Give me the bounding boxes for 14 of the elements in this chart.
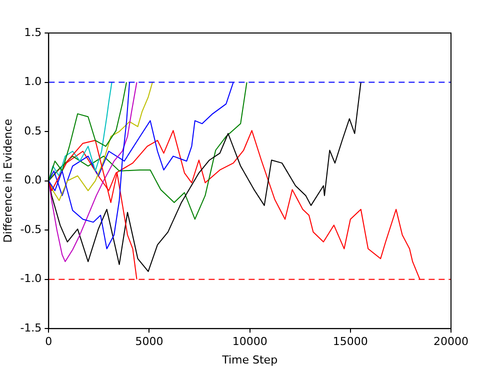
y-tick-label: -1.5 [20,321,42,334]
x-tick-label: 0 [45,335,52,348]
x-tick-label: 15000 [332,335,368,348]
y-tick-label: -0.5 [20,222,42,236]
y-axis-title: Difference in Evidence [1,118,14,243]
y-tick-label: 0.0 [24,174,42,187]
y-tick-label: 0.5 [24,124,42,138]
y-tick-label: 1.5 [24,26,42,39]
x-tick-label: 10000 [232,335,268,348]
x-tick-label: 20000 [434,335,468,348]
x-axis-title: Time Step [221,353,278,366]
y-tick-label: 1.0 [24,75,42,88]
y-tick-label: -1.0 [20,272,42,286]
x-tick-label: 5000 [135,335,164,348]
